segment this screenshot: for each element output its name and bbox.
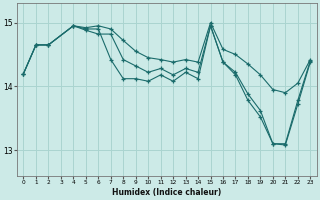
X-axis label: Humidex (Indice chaleur): Humidex (Indice chaleur) (112, 188, 221, 197)
